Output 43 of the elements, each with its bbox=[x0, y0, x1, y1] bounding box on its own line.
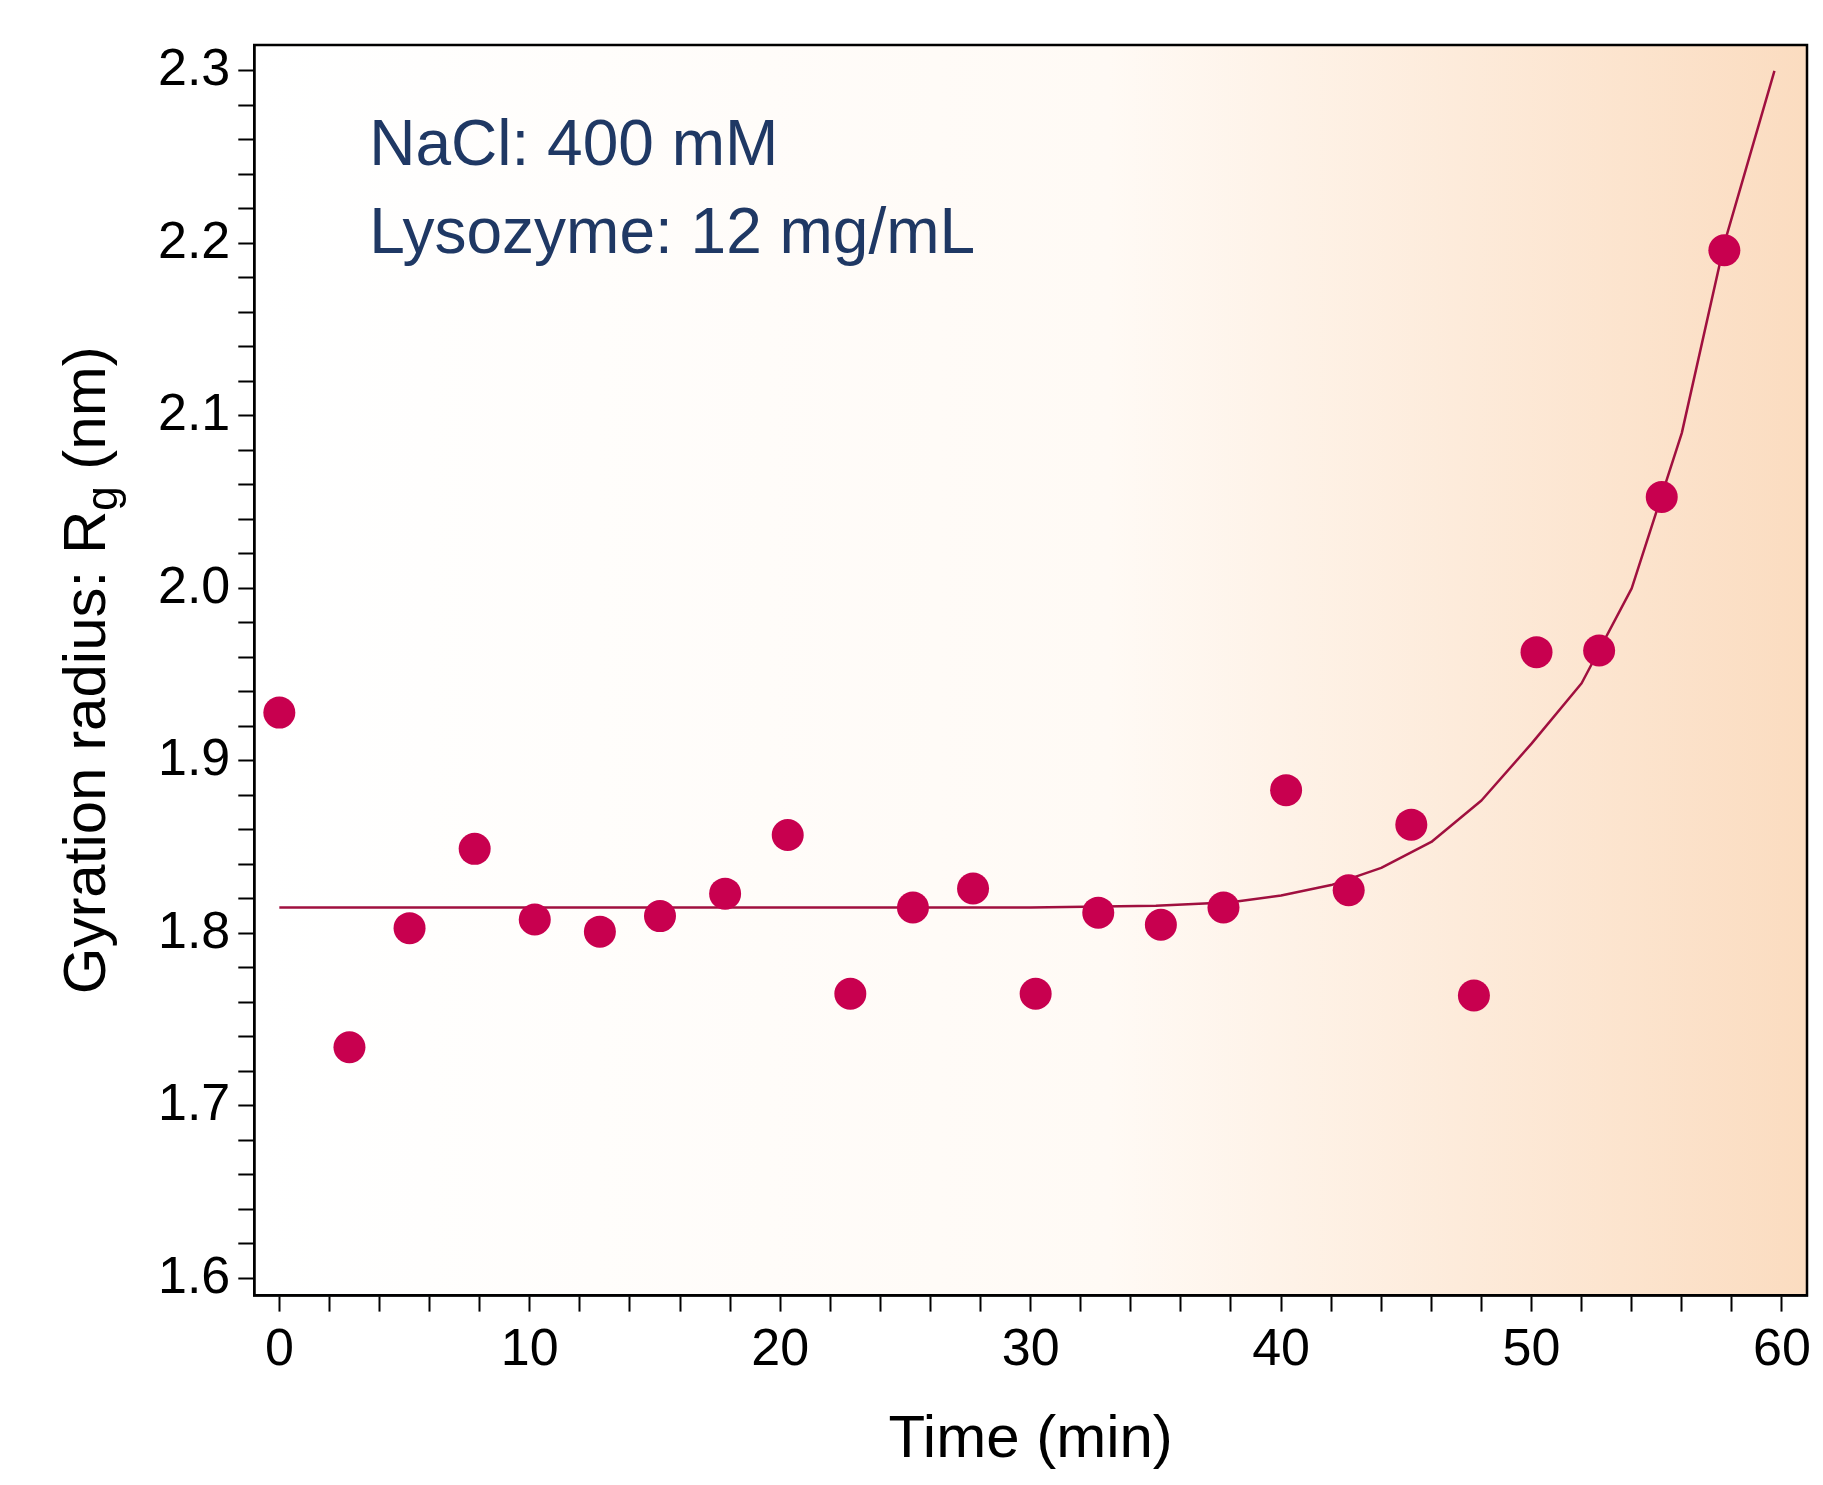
point bbox=[263, 696, 296, 729]
point bbox=[709, 877, 742, 910]
y-tick-label: 2.1 bbox=[157, 383, 231, 442]
annotation: Lysozyme: 12 mg/mL bbox=[369, 194, 976, 267]
point bbox=[1520, 636, 1553, 669]
point bbox=[1082, 896, 1115, 929]
y-tick-label: 2.2 bbox=[157, 210, 231, 269]
y-axis-title: Gyration radius: Rg (nm) bbox=[51, 346, 126, 995]
point bbox=[644, 900, 676, 933]
point bbox=[1270, 774, 1303, 807]
y-tick-label: 1.6 bbox=[157, 1245, 231, 1304]
y-tick-label: 1.9 bbox=[157, 728, 231, 787]
point bbox=[1144, 908, 1177, 941]
y-tick-label: 2.3 bbox=[157, 38, 231, 97]
x-tick-label: 40 bbox=[1252, 1318, 1310, 1377]
point bbox=[1019, 977, 1052, 1010]
point bbox=[896, 891, 929, 924]
x-tick-label: 20 bbox=[751, 1318, 810, 1377]
x-tick-label: 10 bbox=[500, 1318, 559, 1377]
point bbox=[458, 832, 491, 865]
point bbox=[583, 915, 616, 948]
y-tick-label: 2.0 bbox=[157, 555, 231, 614]
y-tick-label: 1.7 bbox=[157, 1073, 231, 1132]
x-tick-label: 0 bbox=[264, 1318, 294, 1377]
point bbox=[771, 819, 804, 852]
point bbox=[1708, 234, 1741, 267]
point bbox=[1645, 480, 1678, 513]
point bbox=[1332, 874, 1365, 907]
annotation: NaCl: 400 mM bbox=[369, 106, 779, 179]
point bbox=[1583, 634, 1616, 667]
x-tick-label: 50 bbox=[1502, 1318, 1561, 1377]
point bbox=[1457, 979, 1490, 1012]
x-tick-label: 60 bbox=[1753, 1318, 1811, 1377]
x-axis-title: Time (min) bbox=[888, 1402, 1173, 1470]
point bbox=[834, 977, 867, 1010]
point bbox=[957, 872, 990, 905]
y-tick-label: 1.8 bbox=[157, 900, 231, 959]
point bbox=[518, 903, 551, 936]
x-tick-label: 30 bbox=[1001, 1318, 1060, 1377]
point bbox=[1395, 808, 1428, 841]
point bbox=[1207, 891, 1240, 924]
point bbox=[393, 912, 426, 945]
point bbox=[333, 1031, 366, 1064]
